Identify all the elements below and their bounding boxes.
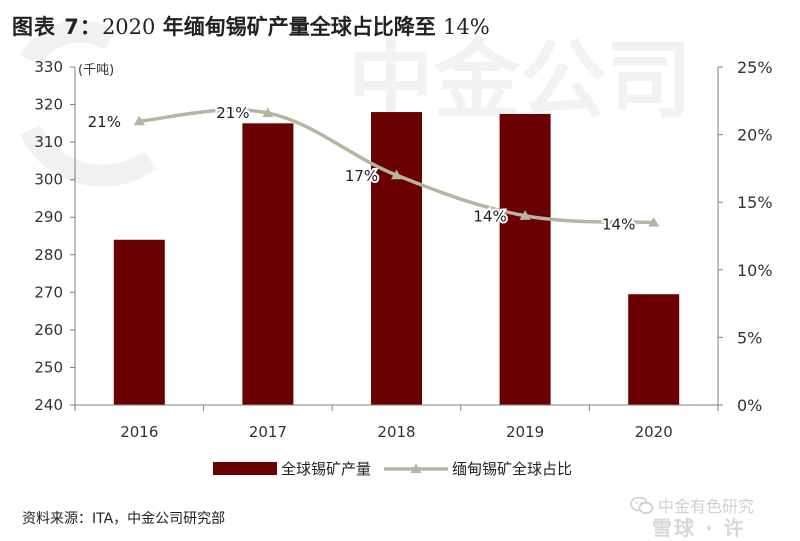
x-tick-label: 2019: [506, 423, 544, 441]
y-right-tick-label: 0%: [737, 396, 762, 415]
source-note: 资料来源：ITA，中金公司研究部: [22, 511, 226, 527]
x-tick-label: 2016: [120, 423, 158, 441]
x-tick-label: 2020: [635, 423, 673, 441]
y-left-tick-label: 300: [34, 171, 63, 189]
bar-2018: [371, 112, 422, 406]
wechat-account-sub: 雪球 · 许: [652, 516, 746, 540]
y-left-tick-label: 320: [34, 96, 63, 114]
combo-chart: 240 250 260 270 280 290 300 310 320 330 (千吨) 0% 5% 10…: [34, 58, 773, 478]
line-data-label: 14%: [602, 215, 635, 233]
legend-label-bar: 全球锡矿产量: [281, 460, 371, 478]
bar-2020: [628, 294, 680, 405]
legend-swatch-marker: [410, 463, 422, 473]
x-tick-label: 2017: [249, 423, 287, 441]
y-left-tick-label: 240: [34, 396, 63, 414]
line-point-marker: [133, 115, 145, 126]
title-middle: 年缅甸锡矿产量全球占比降至: [155, 15, 444, 39]
y-left-tick-label: 250: [34, 358, 63, 376]
y-left-tick-label: 310: [34, 133, 63, 151]
bar-2017: [242, 123, 294, 405]
wechat-account-name: 中金有色研究: [658, 497, 755, 516]
line-point-marker: [391, 169, 402, 180]
wechat-watermark: 中金有色研究 雪球 · 许: [630, 490, 795, 540]
y-right-tick-label: 10%: [737, 261, 773, 280]
line-point-marker: [262, 107, 274, 118]
title-prefix: 图表 7：: [12, 15, 102, 39]
y-right-tick-label: 20%: [737, 126, 773, 145]
title-percent: 14%: [443, 15, 490, 39]
y-left-tick-label: 260: [34, 321, 63, 339]
line-point-marker: [648, 216, 660, 227]
y-right-tick-label: 15%: [737, 193, 773, 212]
y-right-tick-label: 25%: [737, 58, 773, 77]
line-data-label: 14%: [473, 208, 506, 226]
line-data-label: 21%: [88, 113, 121, 131]
line-data-label: 21%: [216, 104, 249, 122]
legend-label-line: 缅甸锡矿全球占比: [452, 460, 572, 478]
line-data-label: 17%: [345, 167, 378, 185]
x-tick-label: 2018: [377, 423, 415, 441]
y-left-tick-label: 280: [34, 246, 63, 264]
wechat-icon: [630, 496, 654, 514]
y-left-tick-label: 330: [34, 58, 63, 76]
line-point-marker: [519, 210, 531, 220]
bar-2016: [113, 239, 165, 405]
y-left-unit: (千吨): [78, 63, 114, 78]
y-left-tick-label: 270: [34, 283, 63, 301]
legend-swatch-bar: [213, 462, 277, 475]
chart-title: 图表 7：2020 年缅甸锡矿产量全球占比降至 14%: [12, 10, 490, 44]
bar-2019: [499, 113, 551, 405]
title-year: 2020: [101, 15, 156, 39]
y-left-tick-label: 290: [34, 208, 63, 226]
y-right-tick-label: 5%: [737, 328, 762, 347]
